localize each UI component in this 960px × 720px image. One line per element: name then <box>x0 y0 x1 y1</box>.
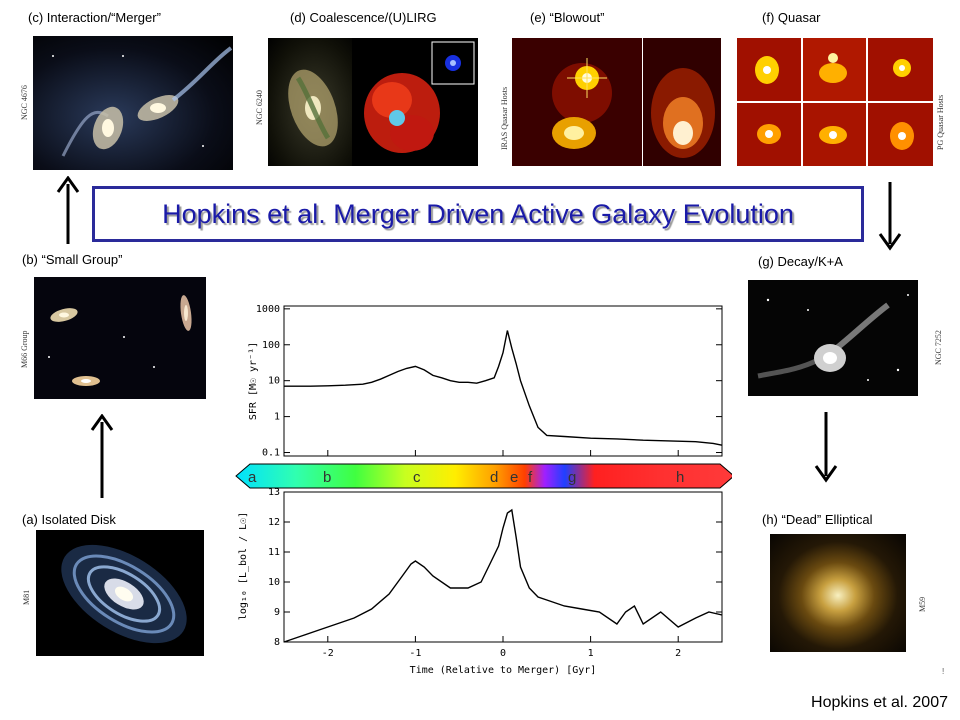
panel-a-image <box>36 530 204 656</box>
panel-f-image <box>737 38 933 166</box>
quasar-hosts-grid <box>737 38 933 166</box>
stage-letter-f: f <box>528 469 533 486</box>
sfr-ytick-label: 10 <box>268 376 280 387</box>
panel-e-image-right <box>643 38 721 166</box>
sfr-ytick-label: 0.1 <box>262 448 280 459</box>
arrow-down-g-to-h <box>814 412 838 483</box>
small-group-illustration <box>48 295 192 386</box>
lum-ytick-label: 11 <box>268 547 280 558</box>
panel-h-side-label: M59 <box>918 596 927 612</box>
lum-y-ticks: 13 12 11 10 9 8 <box>268 487 722 648</box>
lum-xlabel: Time (Relative to Merger) [Gyr] <box>410 665 597 676</box>
stray-mark: ! <box>942 667 945 676</box>
blowout-illustration-right <box>651 68 715 158</box>
arrow-down-f-to-g <box>878 182 902 251</box>
lum-ytick-label: 12 <box>268 517 280 528</box>
panel-g-image <box>748 280 918 396</box>
panel-a-label: (a) Isolated Disk <box>22 512 116 527</box>
panel-d-image-optical <box>268 38 352 166</box>
panel-e-side-label: IRAS Quasar Hosts <box>500 86 509 150</box>
sfr-ytick-label: 100 <box>262 340 280 351</box>
lum-xtick-label: -2 <box>322 648 334 659</box>
panel-d-label: (d) Coalescence/(U)LIRG <box>290 10 437 25</box>
stage-letter-a: a <box>248 469 257 486</box>
panel-b-side-label: M66 Group <box>20 330 29 368</box>
interacting-galaxies-illustration <box>52 46 233 157</box>
lum-series-line <box>283 508 723 643</box>
credit-text: Hopkins et al. 2007 <box>811 694 948 711</box>
decay-ka-illustration <box>757 294 909 381</box>
panel-c-image <box>33 36 233 170</box>
panel-d-side-label: NGC 6240 <box>255 90 264 125</box>
sfr-series-line <box>284 330 723 446</box>
lum-xtick-label: 1 <box>588 648 594 659</box>
lum-ytick-label: 10 <box>268 577 280 588</box>
page-title: Hopkins et al. Merger Driven Active Gala… <box>162 198 794 229</box>
arrow-up-a-to-b <box>90 414 114 498</box>
panel-c-side-label: NGC 4676 <box>20 85 29 120</box>
title-box: Hopkins et al. Merger Driven Active Gala… <box>92 186 864 242</box>
panel-e-image-left <box>512 38 642 166</box>
stage-letter-d: d <box>490 469 498 486</box>
panel-f-side-label: PG Quasar Hosts <box>936 94 945 150</box>
arrow-up-b-to-c <box>56 176 80 244</box>
ngc6240-optical-illustration <box>288 69 338 147</box>
panel-b-image <box>34 277 206 399</box>
stage-letter-h: h <box>676 469 684 486</box>
panel-g-label: (g) Decay/K+A <box>758 254 843 269</box>
stage-letter-g: g <box>568 469 576 486</box>
panel-g-side-label: NGC 7252 <box>934 330 943 365</box>
panel-e-label: (e) “Blowout” <box>530 10 605 25</box>
sfr-y-ticks: 1000 100 10 1 0.1 <box>256 304 722 459</box>
sfr-plot-frame <box>283 305 723 457</box>
panel-f-label: (f) Quasar <box>762 10 821 25</box>
spiral-galaxy-illustration <box>61 544 187 644</box>
lum-x-ticks: -2 -1 0 1 2 <box>322 450 681 659</box>
panel-c-label: (c) Interaction/“Merger” <box>28 10 161 25</box>
ngc6240-xray-illustration <box>364 41 475 153</box>
lum-ytick-label: 13 <box>268 487 280 498</box>
panel-b-label: (b) “Small Group” <box>22 252 123 267</box>
stage-color-bar <box>235 463 732 489</box>
panel-a-side-label: M81 <box>22 589 31 605</box>
stage-letter-c: c <box>413 469 421 486</box>
panel-h-image <box>770 534 906 652</box>
lum-xtick-label: 2 <box>675 648 681 659</box>
lum-xtick-label: -1 <box>409 648 421 659</box>
panel-d-image-xray <box>352 38 478 166</box>
lum-ytick-label: 8 <box>274 637 280 648</box>
blowout-illustration-left <box>512 38 642 166</box>
stage-letter-e: e <box>510 469 518 486</box>
stage-letter-b: b <box>323 469 331 486</box>
lum-xtick-label: 0 <box>500 648 506 659</box>
lum-ytick-label: 9 <box>274 607 280 618</box>
lum-ylabel: log₁₀ [L_bol / L☉] <box>238 512 249 620</box>
sfr-ytick-label: 1000 <box>256 304 280 315</box>
sfr-ylabel: SFR [M☉ yr⁻¹] <box>248 342 259 420</box>
sfr-ytick-label: 1 <box>274 412 280 423</box>
panel-h-label: (h) “Dead” Elliptical <box>762 512 873 527</box>
